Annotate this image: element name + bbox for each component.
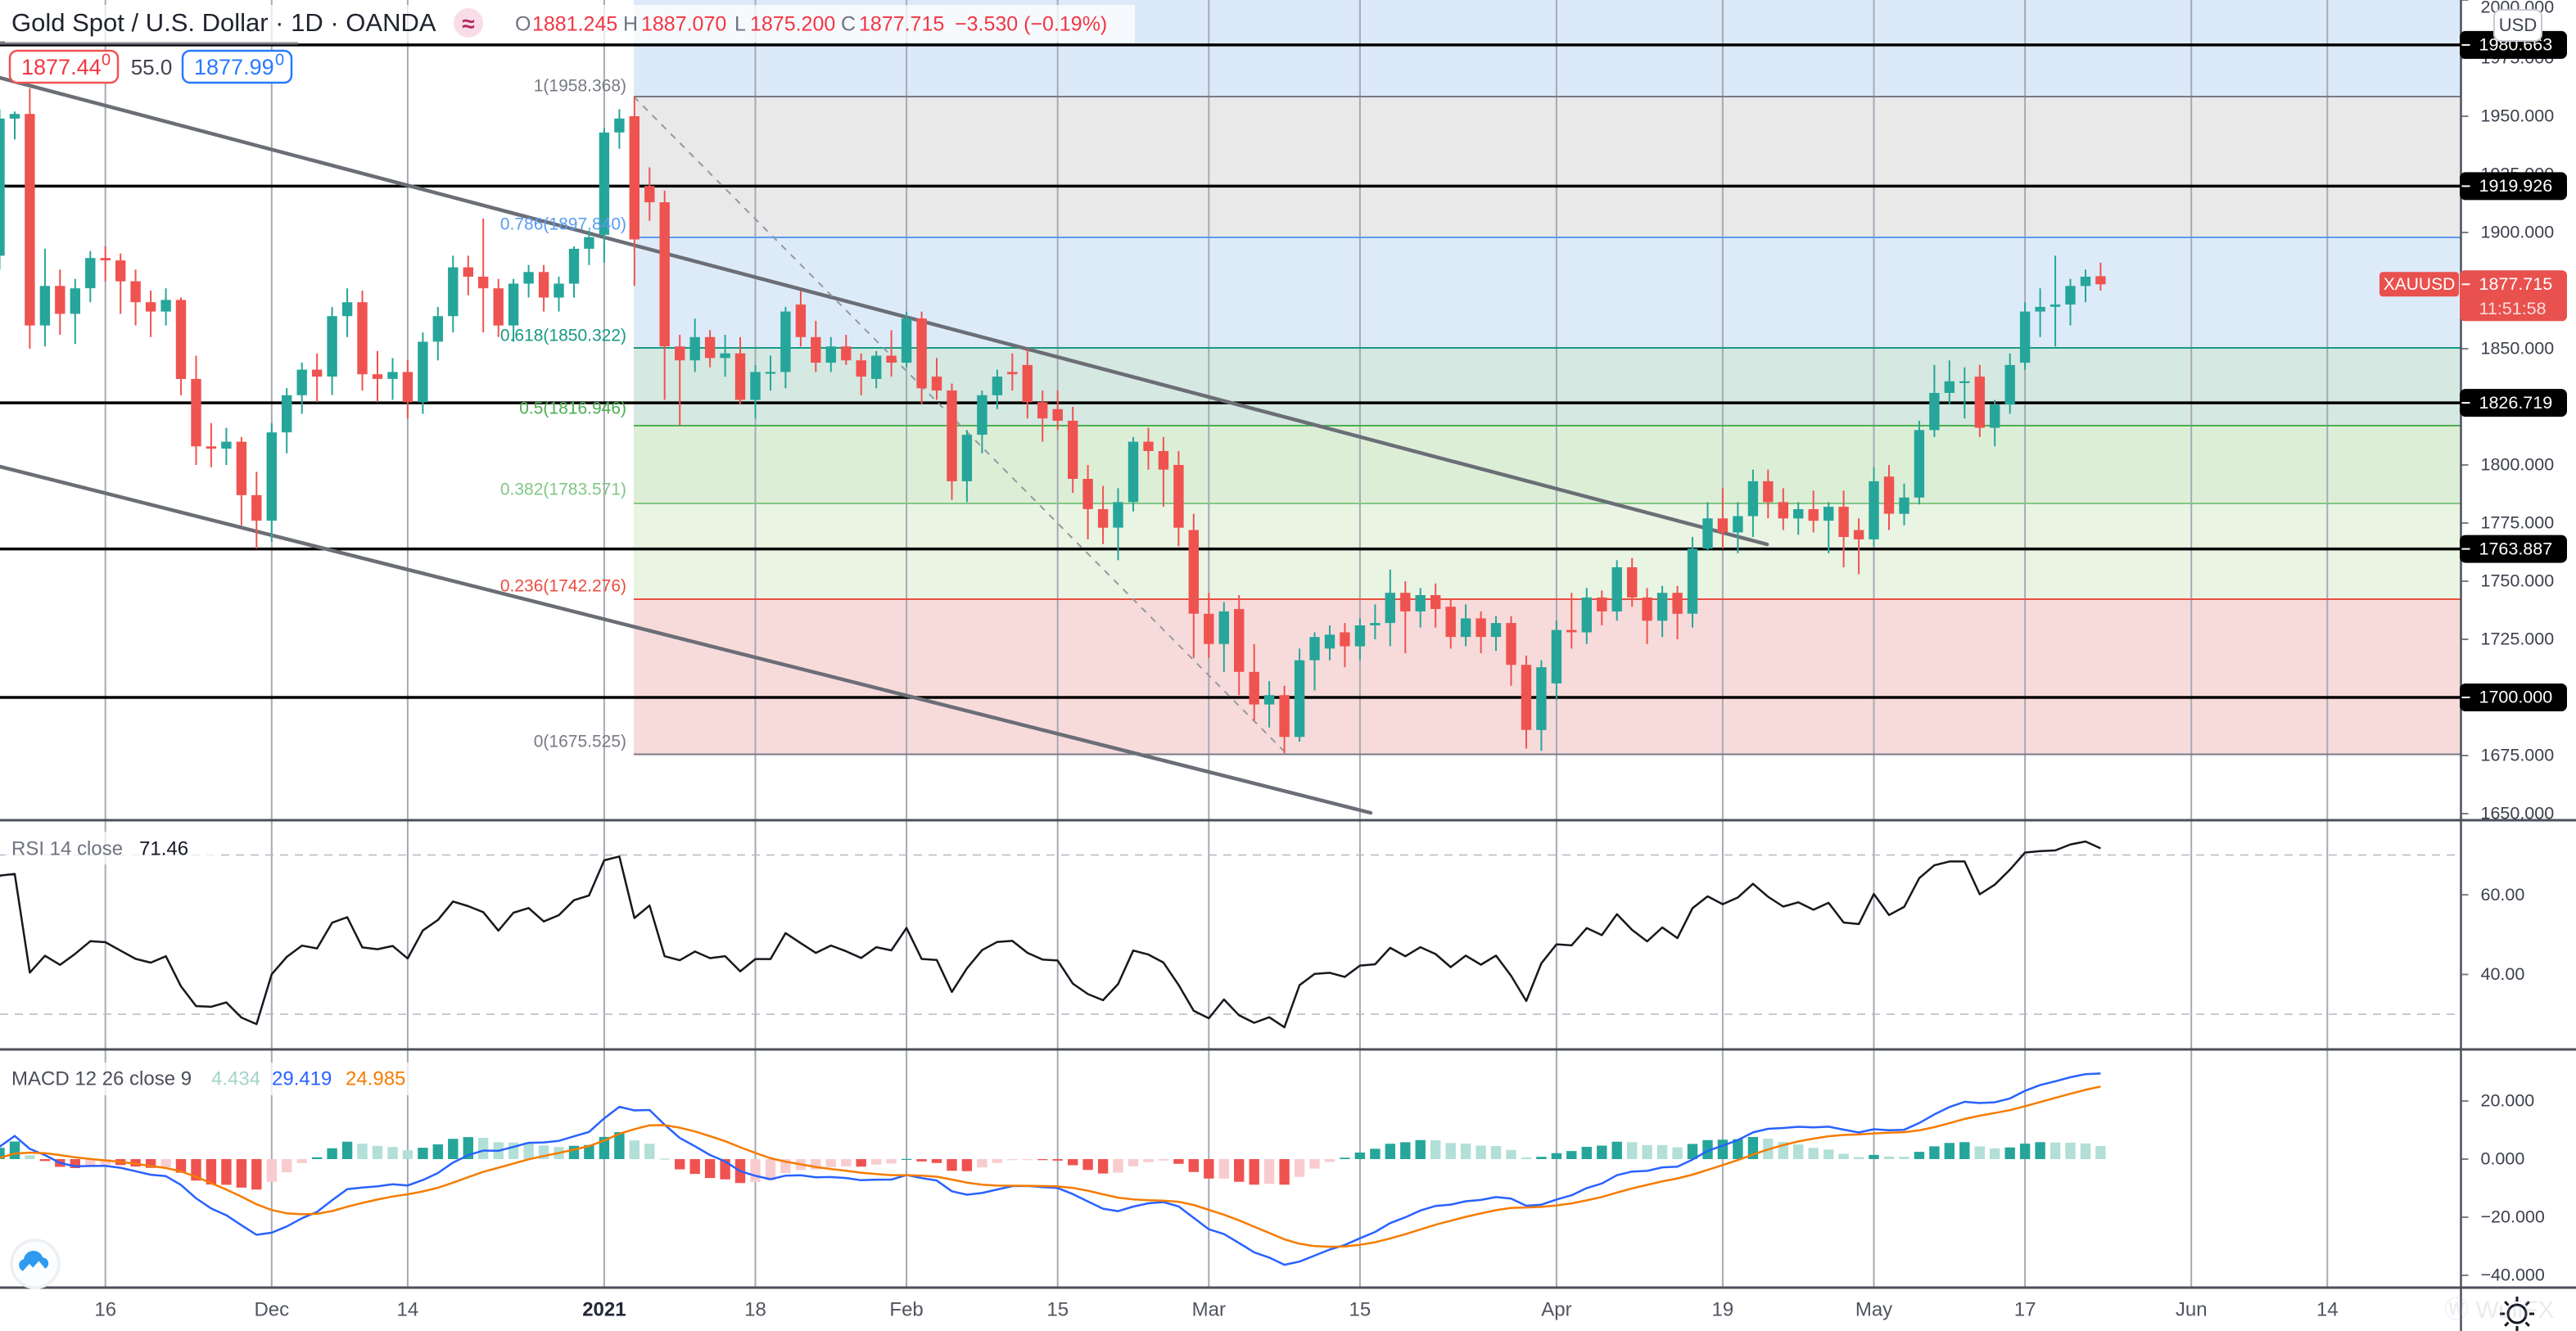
- svg-text:XAUUSD: XAUUSD: [2384, 275, 2456, 294]
- svg-text:14: 14: [397, 1298, 419, 1320]
- svg-text:1881.245: 1881.245: [532, 13, 617, 36]
- svg-text:1875.200: 1875.200: [750, 13, 835, 36]
- svg-text:1763.887: 1763.887: [2479, 539, 2553, 558]
- svg-text:1775.000: 1775.000: [2481, 513, 2555, 533]
- svg-text:40.00: 40.00: [2481, 964, 2525, 984]
- svg-text:1850.000: 1850.000: [2481, 339, 2555, 359]
- svg-text:0.236(1742.276): 0.236(1742.276): [500, 577, 626, 596]
- svg-text:18: 18: [744, 1298, 766, 1320]
- svg-text:C: C: [841, 13, 856, 36]
- svg-text:0.5(1816.946): 0.5(1816.946): [519, 399, 626, 418]
- svg-text:1877.715: 1877.715: [859, 13, 944, 36]
- svg-text:0: 0: [102, 51, 111, 69]
- svg-text:RSI 14 close: RSI 14 close: [11, 837, 123, 860]
- svg-text:1675.000: 1675.000: [2481, 746, 2555, 765]
- svg-text:0(1675.525): 0(1675.525): [534, 733, 626, 751]
- svg-text:11:51:58: 11:51:58: [2479, 299, 2547, 318]
- svg-text:1877.715: 1877.715: [2479, 274, 2553, 294]
- svg-text:O: O: [515, 13, 531, 36]
- svg-text:0: 0: [275, 51, 284, 69]
- svg-text:71.46: 71.46: [139, 837, 188, 860]
- svg-text:20.000: 20.000: [2481, 1091, 2535, 1111]
- svg-text:Apr: Apr: [1541, 1298, 1571, 1320]
- svg-text:L: L: [734, 13, 746, 36]
- svg-text:−40.000: −40.000: [2481, 1266, 2545, 1285]
- svg-text:1877.99: 1877.99: [194, 55, 274, 79]
- svg-text:29.419: 29.419: [272, 1067, 332, 1090]
- svg-text:14: 14: [2316, 1298, 2339, 1320]
- svg-text:Mar: Mar: [1192, 1298, 1226, 1320]
- svg-text:1887.070: 1887.070: [641, 13, 726, 36]
- svg-text:Ⓦ WuliFX: Ⓦ WuliFX: [2444, 1297, 2554, 1324]
- svg-text:16: 16: [94, 1298, 116, 1320]
- svg-text:Dec: Dec: [254, 1298, 289, 1320]
- svg-text:55.0: 55.0: [131, 55, 173, 79]
- svg-text:1650.000: 1650.000: [2481, 804, 2555, 823]
- svg-text:1(1958.368): 1(1958.368): [534, 77, 626, 96]
- svg-text:1900.000: 1900.000: [2481, 223, 2555, 242]
- svg-text:1826.719: 1826.719: [2479, 393, 2553, 413]
- svg-text:0.786(1897.840): 0.786(1897.840): [500, 215, 626, 234]
- svg-text:1919.926: 1919.926: [2479, 176, 2553, 196]
- svg-text:0.618(1850.322): 0.618(1850.322): [500, 327, 626, 345]
- svg-text:15: 15: [1046, 1298, 1069, 1320]
- svg-text:0.000: 0.000: [2481, 1149, 2525, 1169]
- svg-text:≈: ≈: [462, 11, 474, 36]
- svg-text:1725.000: 1725.000: [2481, 629, 2555, 649]
- svg-text:60.00: 60.00: [2481, 885, 2525, 905]
- svg-text:May: May: [1855, 1298, 1892, 1320]
- svg-text:4.434: 4.434: [211, 1067, 260, 1090]
- svg-text:24.985: 24.985: [346, 1067, 405, 1090]
- svg-text:−3.530 (−0.19%): −3.530 (−0.19%): [955, 13, 1107, 36]
- svg-text:MACD 12 26 close 9: MACD 12 26 close 9: [11, 1067, 192, 1090]
- svg-text:1877.44: 1877.44: [21, 55, 102, 79]
- svg-text:USD: USD: [2499, 15, 2537, 35]
- svg-text:1750.000: 1750.000: [2481, 571, 2555, 591]
- svg-text:17: 17: [2014, 1298, 2036, 1320]
- svg-text:Feb: Feb: [889, 1298, 923, 1320]
- svg-text:19: 19: [1712, 1298, 1734, 1320]
- svg-text:15: 15: [1349, 1298, 1372, 1320]
- svg-text:Gold Spot / U.S. Dollar · 1D ·: Gold Spot / U.S. Dollar · 1D · OANDA: [11, 8, 436, 37]
- svg-text:2021: 2021: [582, 1298, 626, 1320]
- svg-text:1800.000: 1800.000: [2481, 455, 2555, 475]
- svg-text:1950.000: 1950.000: [2481, 106, 2555, 126]
- svg-text:−20.000: −20.000: [2481, 1207, 2545, 1227]
- svg-text:H: H: [623, 13, 638, 36]
- svg-text:0.382(1783.571): 0.382(1783.571): [500, 481, 626, 499]
- svg-text:Jun: Jun: [2176, 1298, 2208, 1320]
- svg-text:1700.000: 1700.000: [2479, 688, 2553, 707]
